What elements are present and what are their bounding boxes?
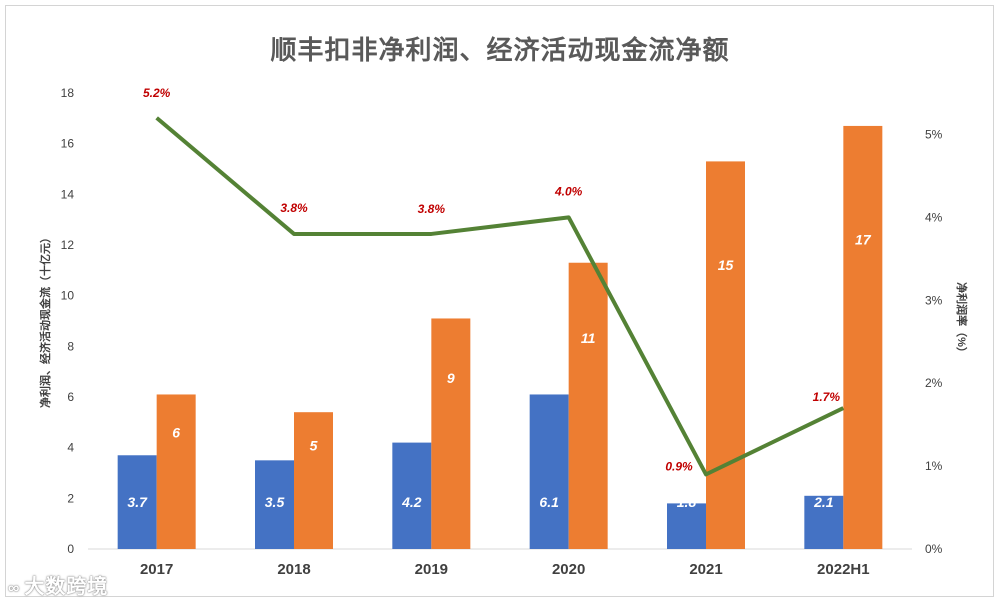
- chart-title: 顺丰扣非净利润、经济活动现金流净额: [270, 35, 730, 65]
- line-data-label: 0.9%: [665, 459, 693, 473]
- x-tick-label: 2019: [415, 561, 448, 578]
- margin-line: [155, 116, 845, 477]
- bar-data-label: 4.2: [401, 494, 422, 510]
- y-tick-label: 8: [67, 339, 74, 353]
- x-tick-label: 2020: [552, 561, 585, 578]
- bar-data-label: 11: [581, 330, 596, 346]
- y-tick-label: 2: [67, 491, 74, 505]
- y-tick-label: 0: [67, 542, 74, 556]
- y2-tick-label: 4%: [925, 210, 943, 224]
- y-tick-label: 16: [61, 137, 75, 151]
- x-tick-label: 2017: [140, 561, 173, 578]
- watermark-icon: ∞: [8, 580, 21, 597]
- bar: [156, 394, 196, 549]
- bar-data-label: 9: [447, 370, 455, 386]
- bar: [804, 495, 844, 549]
- data-labels: 3.7 3.5 4.2 6.1 1.8 2.1 6 5 9 11 15 17 5.2% 3.8% 3.8% 4…: [127, 86, 871, 510]
- bar: [255, 460, 294, 549]
- y2-tick-label: 3%: [925, 293, 943, 307]
- bar-data-label: 6: [172, 425, 180, 441]
- x-tick-label: 2022H1: [817, 561, 870, 578]
- bar-data-label: 2.1: [813, 494, 834, 510]
- bar: [667, 503, 706, 549]
- chart-axes: 0 2 4 6 8 10 12 14 16 18 0% 1% 2% 3% 4% 5% 2017 2018 2019 2…: [61, 86, 943, 578]
- y-tick-label: 4: [67, 441, 74, 455]
- line-data-label: 4.0%: [554, 184, 583, 198]
- bar-data-label: 1.8: [677, 494, 697, 510]
- y2-tick-label: 5%: [925, 127, 943, 141]
- y2-tick-label: 2%: [925, 376, 943, 390]
- y-tick-label: 10: [61, 289, 75, 303]
- bar: [294, 412, 333, 549]
- bar: [568, 262, 608, 549]
- bar-data-label: 17: [855, 231, 872, 247]
- bar: [392, 442, 432, 549]
- line-data-label: 3.8%: [280, 201, 308, 215]
- bar-data-label: 3.5: [265, 494, 285, 510]
- y-tick-label: 14: [61, 187, 75, 201]
- y2-axis-title: 净利润率（%）: [955, 282, 969, 358]
- bar-data-label: 15: [718, 257, 734, 273]
- y2-tick-label: 0%: [925, 542, 943, 556]
- watermark: ∞ 大数跨境: [8, 570, 108, 599]
- x-tick-label: 2021: [689, 561, 722, 578]
- bar: [706, 161, 745, 549]
- bar-data-label: 3.7: [127, 494, 148, 510]
- y-tick-label: 18: [61, 86, 75, 100]
- line-series: [155, 116, 845, 477]
- bar-series: [117, 125, 883, 549]
- bar-data-label: 5: [310, 438, 318, 454]
- watermark-text: 大数跨境: [24, 576, 109, 598]
- line-data-label: 3.8%: [418, 202, 446, 216]
- line-data-label: 5.2%: [143, 86, 171, 100]
- bar: [431, 318, 471, 549]
- y-tick-label: 6: [67, 390, 74, 404]
- x-tick-label: 2018: [277, 561, 310, 578]
- y-tick-label: 12: [61, 238, 75, 252]
- bar-data-label: 6.1: [539, 494, 559, 510]
- line-data-label: 1.7%: [813, 390, 841, 404]
- y-axis-title: 净利润、经济活动现金流（十亿元）: [38, 232, 52, 408]
- bar: [529, 394, 569, 549]
- bar: [117, 455, 157, 549]
- y2-tick-label: 1%: [925, 459, 943, 473]
- bar: [843, 125, 883, 549]
